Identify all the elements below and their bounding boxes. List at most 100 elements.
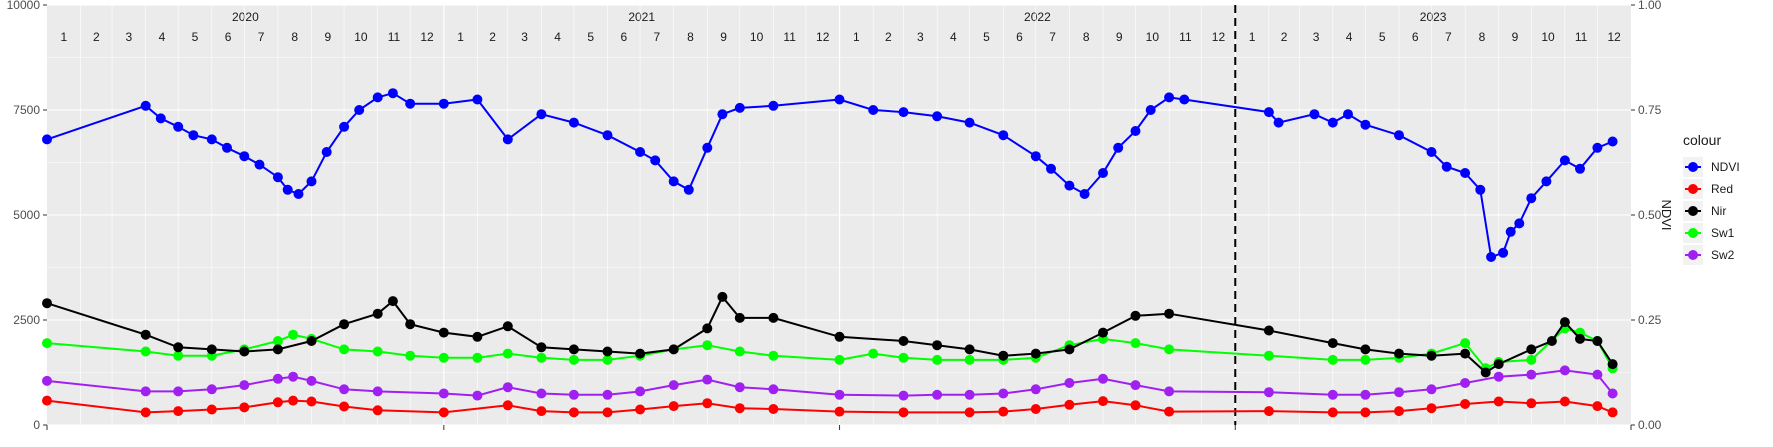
series-point-ndvi xyxy=(964,117,975,128)
series-point-nir xyxy=(1263,325,1274,336)
series-point-sw2 xyxy=(173,386,184,397)
series-point-nir xyxy=(1480,367,1491,378)
series-point-nir xyxy=(1460,348,1471,359)
series-point-sw2 xyxy=(1607,388,1618,399)
series-point-red xyxy=(1064,399,1075,410)
series-point-ndvi xyxy=(898,107,909,118)
legend-label-sw2: Sw2 xyxy=(1711,248,1735,262)
series-point-ndvi xyxy=(339,121,350,132)
series-point-sw2 xyxy=(206,384,217,395)
series-point-ndvi xyxy=(1064,180,1075,191)
month-label: 9 xyxy=(324,30,331,44)
series-point-red xyxy=(1426,403,1437,414)
series-point-ndvi xyxy=(502,134,513,145)
legend-label-ndvi: NDVI xyxy=(1711,160,1740,174)
series-point-red xyxy=(173,406,184,417)
month-label: 8 xyxy=(1083,30,1090,44)
series-point-red xyxy=(372,405,383,416)
series-point-ndvi xyxy=(1327,117,1338,128)
series-point-sw2 xyxy=(502,382,513,393)
month-label: 3 xyxy=(126,30,133,44)
series-point-ndvi xyxy=(405,98,416,109)
series-point-sw2 xyxy=(1130,380,1141,391)
series-point-sw1 xyxy=(1460,338,1471,349)
series-point-sw2 xyxy=(1360,389,1371,400)
series-point-red xyxy=(1130,400,1141,411)
series-point-sw2 xyxy=(768,384,779,395)
series-point-sw1 xyxy=(288,329,299,340)
series-point-ndvi xyxy=(42,134,52,145)
series-point-ndvi xyxy=(1046,163,1056,174)
series-point-ndvi xyxy=(1145,105,1156,115)
series-point-sw1 xyxy=(502,348,513,359)
month-label: 10 xyxy=(354,30,368,44)
legend-label-red: Red xyxy=(1711,182,1733,196)
month-label: 7 xyxy=(1049,30,1056,44)
series-point-ndvi xyxy=(650,155,661,166)
series-point-ndvi xyxy=(1514,218,1525,229)
series-line-ndvi xyxy=(46,92,1613,259)
series-point-sw2 xyxy=(1394,387,1404,398)
series-point-sw1 xyxy=(536,352,547,363)
month-label: 2 xyxy=(489,30,496,44)
series-point-red xyxy=(272,397,283,408)
series-point-sw1 xyxy=(339,344,350,355)
series-point-red xyxy=(1030,404,1041,414)
series-point-sw2 xyxy=(1327,389,1338,400)
series-point-ndvi xyxy=(1263,107,1274,118)
series-point-nir xyxy=(502,321,513,332)
series-point-sw2 xyxy=(239,380,250,391)
series-point-sw2 xyxy=(472,390,483,401)
series-point-sw1 xyxy=(868,348,879,359)
series-point-sw1 xyxy=(438,352,449,363)
y-left-tick-label: 0 xyxy=(33,418,40,432)
series-point-red xyxy=(1263,406,1274,417)
series-point-sw1 xyxy=(272,336,283,346)
y-right-tick-label: 0.00 xyxy=(1638,418,1662,432)
series-point-sw2 xyxy=(1460,378,1471,388)
series-point-nir xyxy=(1592,336,1603,346)
series-point-sw2 xyxy=(1426,384,1437,395)
series-point-sw1 xyxy=(702,340,713,351)
month-label: 3 xyxy=(1313,30,1320,44)
series-point-ndvi xyxy=(372,92,383,103)
series-point-sw2 xyxy=(568,389,579,400)
year-label: 2022 xyxy=(1024,10,1051,24)
series-point-sw2 xyxy=(438,388,449,399)
series-point-sw1 xyxy=(768,350,779,361)
month-label: 8 xyxy=(291,30,298,44)
series-point-ndvi xyxy=(272,172,283,183)
month-label: 3 xyxy=(521,30,528,44)
month-label: 4 xyxy=(159,30,166,44)
year-label: 2023 xyxy=(1420,10,1447,24)
month-label: 4 xyxy=(950,30,957,44)
y-right-axis-title: NDVI xyxy=(1659,199,1674,230)
series-point-sw2 xyxy=(602,389,613,400)
series-point-red xyxy=(1526,398,1537,409)
series-point-sw2 xyxy=(702,374,713,385)
series-point-ndvi xyxy=(1343,109,1353,120)
y-right-tick-label: 0.50 xyxy=(1638,208,1662,222)
series-point-red xyxy=(536,406,547,417)
series-point-ndvi xyxy=(717,109,728,120)
series-point-nir xyxy=(932,340,943,351)
legend-key-point xyxy=(1688,184,1698,194)
month-label: 11 xyxy=(388,30,401,44)
series-point-sw2 xyxy=(1526,369,1537,380)
series-point-sw2 xyxy=(932,389,943,400)
month-label: 10 xyxy=(750,30,764,44)
series-point-ndvi xyxy=(1541,176,1552,187)
month-label: 11 xyxy=(1575,30,1588,44)
series-point-ndvi xyxy=(1309,109,1320,120)
y-left-tick-label: 5000 xyxy=(13,208,40,222)
series-point-sw2 xyxy=(339,384,350,395)
series-point-nir xyxy=(702,323,713,334)
series-point-nir xyxy=(668,344,679,355)
month-label: 6 xyxy=(620,30,627,44)
series-point-ndvi xyxy=(1526,193,1537,204)
series-point-nir xyxy=(339,319,350,330)
series-point-ndvi xyxy=(1113,142,1124,153)
series-point-sw1 xyxy=(1263,350,1274,361)
month-label: 6 xyxy=(1016,30,1023,44)
